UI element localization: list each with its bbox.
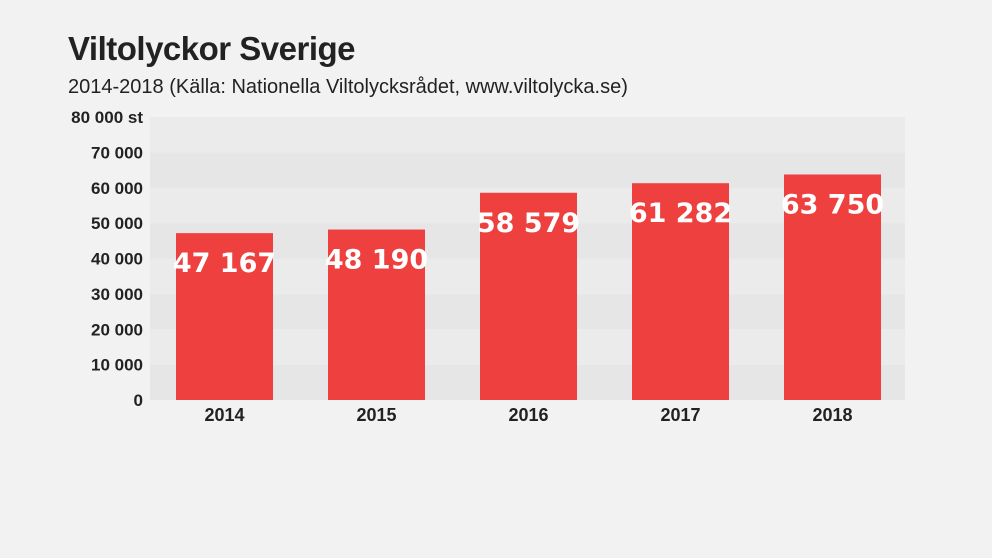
y-tick-label: 70 000 [91, 143, 143, 162]
x-tick-label: 2015 [356, 405, 396, 425]
y-tick-label: 30 000 [91, 285, 143, 304]
x-tick-label: 2017 [660, 405, 700, 425]
y-tick-label: 10 000 [91, 356, 143, 375]
bar-value-label: 63 750 [781, 189, 884, 220]
grid-band [150, 117, 905, 153]
bar-2014 [176, 233, 273, 400]
y-tick-label: 60 000 [91, 179, 143, 198]
y-tick-label: 80 000 st [71, 108, 143, 127]
bar-value-label: 47 167 [173, 248, 276, 279]
x-tick-label: 2016 [508, 405, 548, 425]
bar-2015 [328, 229, 425, 400]
bar-2018 [784, 174, 881, 400]
bar-value-label: 48 190 [325, 245, 428, 276]
y-tick-label: 40 000 [91, 250, 143, 269]
bar-2016 [480, 192, 577, 400]
chart-title: Viltolyckor Sverige [68, 30, 356, 67]
bar-2017 [632, 183, 729, 400]
chart-subtitle: 2014-2018 (Källa: Nationella Viltolycksr… [68, 76, 628, 98]
x-tick-label: 2014 [204, 405, 244, 425]
y-tick-label: 50 000 [91, 214, 143, 233]
bar-value-label: 58 579 [477, 208, 580, 239]
y-tick-label: 20 000 [91, 320, 143, 339]
grid-band [150, 152, 905, 188]
x-tick-label: 2018 [812, 405, 852, 425]
y-tick-label: 0 [134, 391, 143, 410]
bar-value-label: 61 282 [629, 198, 732, 229]
